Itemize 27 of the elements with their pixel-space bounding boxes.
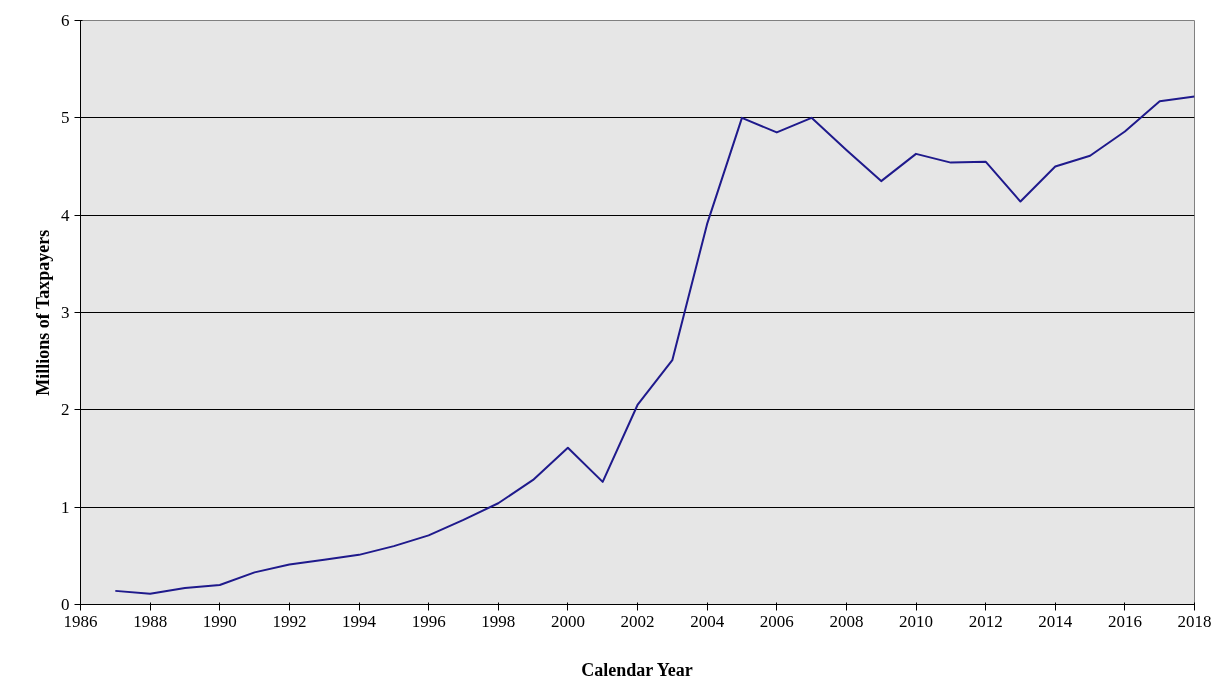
y-tick-label: 2 bbox=[61, 400, 70, 420]
x-tick-label: 2004 bbox=[690, 611, 725, 631]
x-tick-label: 2016 bbox=[1107, 611, 1142, 631]
y-tick-label: 1 bbox=[61, 497, 70, 517]
x-tick-label: 1990 bbox=[202, 611, 237, 631]
x-tick-label: 2014 bbox=[1038, 611, 1073, 631]
y-tick-label: 4 bbox=[61, 205, 70, 225]
y-tick-label: 3 bbox=[61, 303, 70, 322]
x-tick-label: 1996 bbox=[411, 611, 446, 631]
x-tick-label: 2008 bbox=[829, 611, 864, 631]
x-tick-label: 2006 bbox=[759, 611, 794, 631]
y-tick-label: 5 bbox=[61, 108, 70, 128]
y-tick-label: 0 bbox=[61, 595, 70, 614]
x-tick-label: 1986 bbox=[63, 611, 98, 631]
x-axis-title: Calendar Year bbox=[581, 659, 693, 680]
x-tick-label: 2018 bbox=[1177, 611, 1212, 631]
x-tick-label: 1994 bbox=[342, 611, 377, 631]
y-axis-title: Millions of Taxpayers bbox=[33, 229, 53, 396]
x-tick-label: 2012 bbox=[968, 611, 1003, 631]
x-tick-label: 2000 bbox=[550, 611, 585, 631]
x-tick-label: 1992 bbox=[272, 611, 307, 631]
y-tick-label: 6 bbox=[61, 11, 70, 30]
x-tick-label: 2002 bbox=[620, 611, 655, 631]
x-tick-label: 1988 bbox=[133, 611, 168, 631]
x-tick-label: 1998 bbox=[481, 611, 516, 631]
x-tick-label: 2010 bbox=[899, 611, 933, 631]
line-series bbox=[114, 95, 1195, 595]
